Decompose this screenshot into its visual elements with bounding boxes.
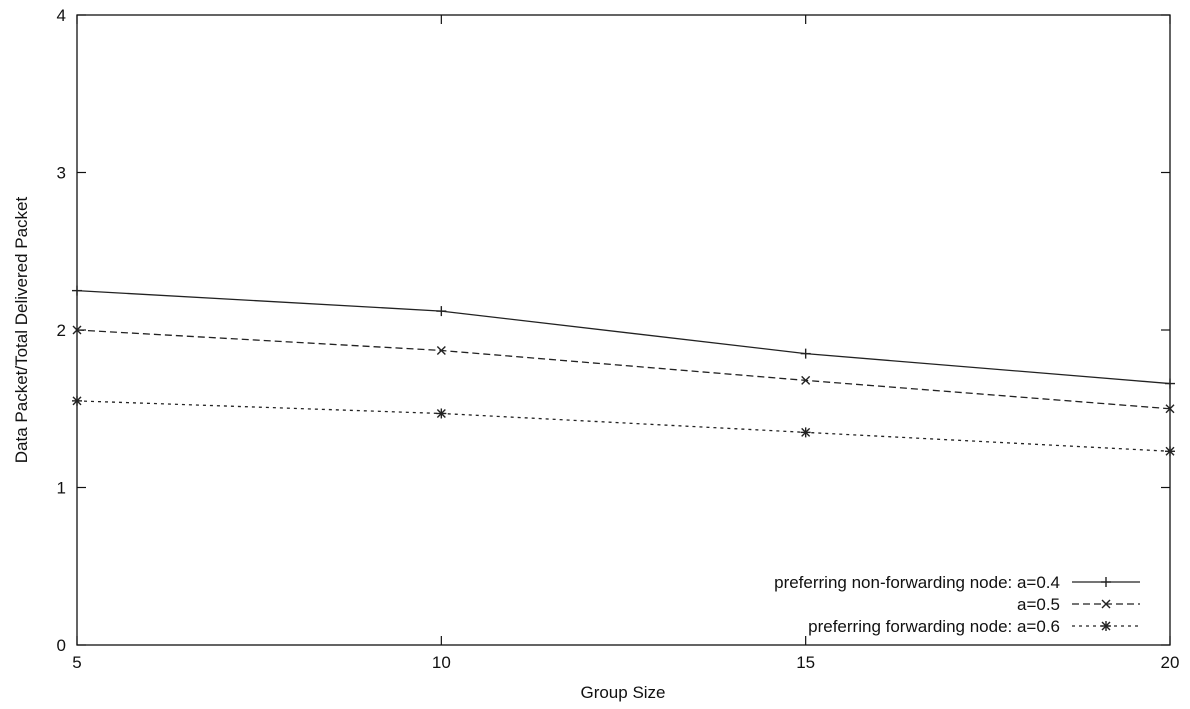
legend-label: preferring non-forwarding node: a=0.4: [774, 573, 1060, 592]
x-axis-label: Group Size: [580, 683, 665, 702]
series-1: [72, 285, 1175, 389]
data-point: [436, 345, 446, 355]
data-point: [1165, 404, 1175, 414]
legend-swatch-marker: [1101, 577, 1111, 587]
data-point: [72, 325, 82, 335]
series-line: [76, 400, 1171, 452]
y-tick-label: 4: [57, 6, 66, 25]
data-point: [72, 285, 82, 296]
x-tick-label: 10: [432, 653, 451, 672]
y-axis-label: Data Packet/Total Delivered Packet: [12, 196, 31, 463]
x-tick-label: 15: [796, 653, 815, 672]
series-layer: [72, 285, 1175, 457]
y-tick-label: 1: [57, 479, 66, 498]
legend: preferring non-forwarding node: a=0.4 a=0…: [774, 573, 1140, 636]
y-tick-label: 0: [57, 636, 66, 655]
data-point: [801, 375, 811, 385]
data-point: [800, 348, 811, 359]
y-axis: 0 1 2 3 4: [57, 6, 1170, 655]
series-line: [76, 329, 1171, 410]
data-point: [436, 306, 447, 317]
legend-label: preferring forwarding node: a=0.6: [808, 617, 1060, 636]
x-axis: 5 10 15 20: [72, 15, 1179, 672]
series-line: [76, 289, 1171, 385]
series-2: [72, 325, 1175, 414]
x-tick-label: 5: [72, 653, 81, 672]
data-point: [72, 395, 82, 406]
x-tick-label: 20: [1161, 653, 1180, 672]
y-tick-label: 2: [57, 321, 66, 340]
legend-swatch-marker: [1101, 621, 1111, 631]
data-point: [1165, 378, 1175, 389]
y-tick-label: 3: [57, 164, 66, 183]
data-point: [800, 427, 811, 438]
data-point: [1165, 446, 1175, 457]
data-point: [436, 408, 447, 419]
legend-swatch-marker: [1101, 599, 1111, 609]
series-3: [72, 395, 1175, 457]
plot-frame: [76, 14, 1171, 646]
legend-label: a=0.5: [1017, 595, 1060, 614]
